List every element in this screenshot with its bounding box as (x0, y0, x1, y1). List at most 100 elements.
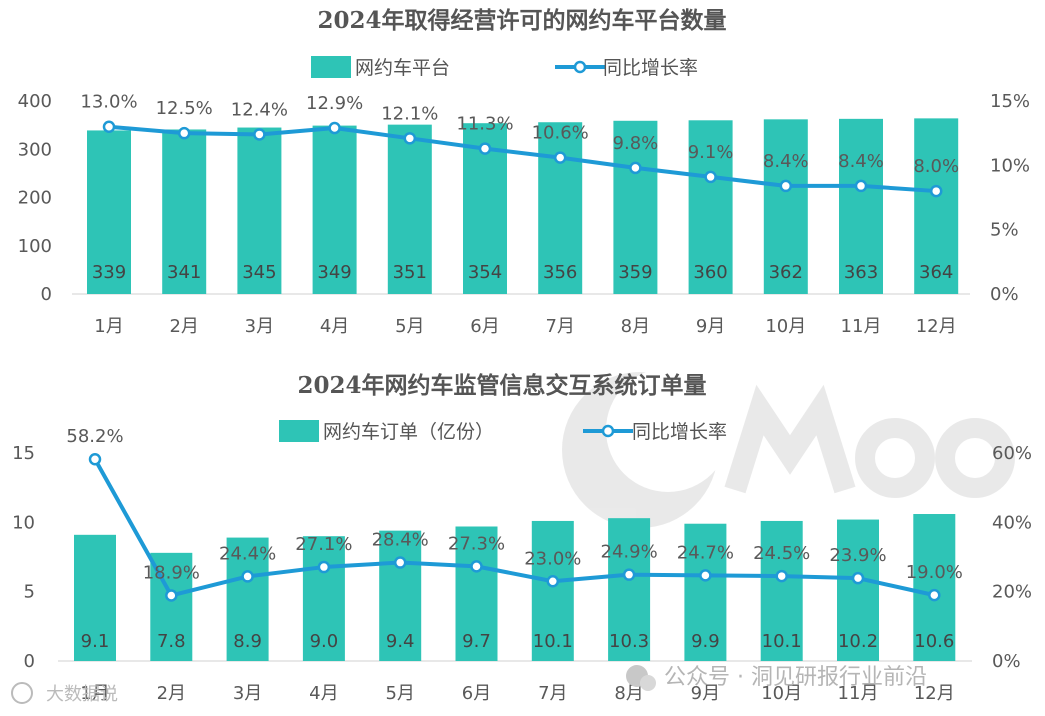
line-series: 58.2% 18.9% 24.4% 27.1% 28.4% 27.3% 23.0% 24.9%… (66, 426, 963, 602)
x-tick-label: 9月 (696, 316, 725, 337)
line-value-label: 28.4% (372, 530, 429, 551)
moon-watermark-logo (562, 368, 1015, 528)
line-point (704, 170, 717, 184)
line-point (177, 126, 191, 140)
x-tick-label: 3月 (245, 316, 274, 337)
weibo-watermark-text: 大数据说 (46, 684, 118, 705)
bar-value-label: 359 (618, 262, 652, 283)
x-tick-label: 11月 (838, 683, 879, 704)
line-value-label: 11.3% (456, 114, 513, 135)
line-point (699, 569, 712, 582)
line-value-label: 9.1% (688, 142, 734, 163)
y-left-tick-label: 100 (18, 236, 52, 257)
line-value-label: 27.1% (295, 534, 352, 555)
bar-value-label: 9.9 (691, 631, 720, 652)
line-value-label: 24.7% (677, 542, 734, 563)
line-point (241, 570, 254, 583)
bar (839, 118, 883, 294)
line-value-label: 24.4% (219, 543, 276, 564)
bar (226, 537, 269, 661)
y-right-tick-label: 5% (990, 220, 1019, 241)
line-value-label: 12.4% (231, 99, 288, 120)
bar-value-label: 9.0 (310, 631, 339, 652)
bar (760, 520, 803, 661)
bar (379, 530, 422, 661)
bar (237, 127, 282, 294)
bar-value-label: 10.3 (609, 631, 649, 652)
y-right-tick-label: 15% (990, 91, 1030, 112)
line-point (478, 142, 492, 155)
y-right-tick-label: 0% (990, 284, 1019, 305)
line-value-label: 24.9% (601, 542, 658, 563)
bar-value-label: 7.8 (157, 631, 186, 652)
line-point (553, 151, 567, 164)
x-tick-label: 3月 (233, 683, 262, 704)
line-value-label: 58.2% (66, 426, 123, 447)
line-value-label: 12.1% (381, 103, 438, 124)
bar (688, 120, 733, 294)
y-right-tick-label: 10% (990, 155, 1030, 176)
bar-series: 9.1 7.8 8.9 9.0 9.4 9.7 10.1 10.3 9.9 10.1 10.2 10.… (74, 514, 956, 661)
bar-value-label: 349 (317, 262, 351, 283)
line-point (470, 560, 483, 573)
bar-value-label: 360 (693, 262, 727, 283)
bar (74, 534, 116, 661)
line-value-label: 23.0% (524, 548, 581, 569)
x-tick-label: 12月 (914, 683, 955, 704)
y-left-tick-label: 200 (18, 188, 52, 209)
x-tick-label: 12月 (916, 316, 957, 337)
line-point (622, 568, 636, 581)
x-tick-label: 9月 (691, 683, 720, 704)
bar-value-label: 10.2 (838, 631, 878, 652)
wechat-icon-bubble (640, 675, 656, 691)
line-point (317, 560, 331, 574)
y-axis-right: 0% 5% 10% 15% (990, 91, 1030, 305)
line-value-label: 19.0% (906, 562, 963, 583)
line-value-label: 24.5% (753, 543, 810, 564)
y-left-tick-label: 15 (12, 443, 35, 464)
line-value-label: 12.9% (306, 93, 363, 114)
x-tick-label: 8月 (621, 316, 650, 337)
y-right-tick-label: 40% (992, 512, 1032, 533)
bar (914, 118, 959, 295)
y-axis-right: 0% 20% 40% 60% (992, 443, 1032, 672)
bar (162, 129, 207, 294)
y-axis-left: 0 5 10 15 (12, 443, 35, 672)
x-tick-label: 5月 (385, 683, 414, 704)
legend-bar-label: 网约车订单（亿份） (323, 421, 494, 443)
x-tick-label: 2月 (157, 683, 186, 704)
bar-series: 339 341 345 349 351 354 356 359 360 362 363 364 (87, 118, 959, 295)
chart-title: 2024年取得经营许可的网约车平台数量 (317, 7, 726, 34)
y-left-tick-label: 0 (41, 284, 52, 305)
line-point (928, 588, 941, 602)
x-tick-label: 5月 (395, 316, 424, 337)
bar (312, 125, 357, 294)
y-right-tick-label: 20% (992, 582, 1032, 603)
bar-value-label: 363 (844, 262, 878, 283)
y-left-tick-label: 10 (12, 512, 35, 533)
x-tick-label: 4月 (309, 683, 338, 704)
line-point (775, 569, 788, 583)
bar-value-label: 9.7 (462, 631, 491, 652)
x-tick-label: 8月 (614, 683, 643, 704)
line-point (779, 179, 793, 193)
line-value-label: 27.3% (448, 533, 505, 554)
bar-value-label: 9.1 (81, 631, 110, 652)
x-tick-label: 1月 (94, 316, 123, 337)
x-tick-label: 1月 (80, 683, 109, 704)
line-value-label: 8.4% (763, 151, 809, 172)
legend-line-marker (601, 424, 615, 438)
bar (684, 523, 727, 661)
bar (538, 122, 583, 294)
line-value-label: 18.9% (143, 562, 200, 583)
bar (913, 514, 956, 661)
growth-rate-line (93, 458, 935, 598)
line-value-label: 10.6% (532, 123, 589, 144)
legend-line-label: 同比增长率 (632, 421, 727, 443)
legend-bar-swatch (311, 56, 351, 78)
bar-value-label: 9.4 (386, 631, 415, 652)
bar (455, 526, 498, 661)
bar-value-label: 8.9 (233, 631, 262, 652)
line-point (88, 452, 102, 466)
weibo-watermark: 大数据说 (11, 682, 118, 705)
